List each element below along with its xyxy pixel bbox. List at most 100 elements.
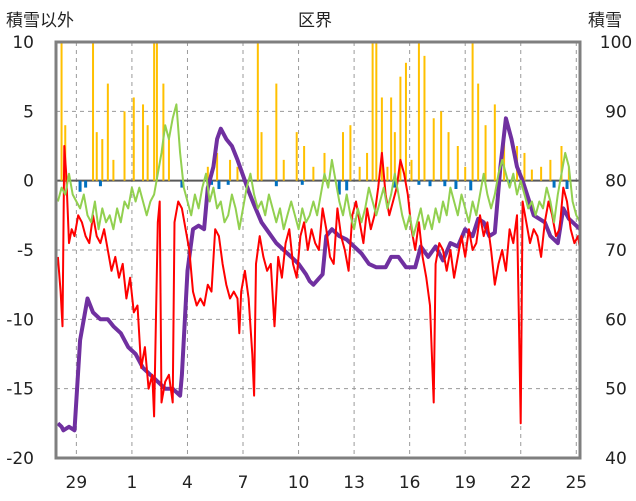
y-right-tick-label: 70 <box>605 241 627 261</box>
bar <box>142 104 145 181</box>
bar <box>132 97 135 181</box>
x-tick-label: 4 <box>182 473 193 493</box>
bar <box>60 42 63 181</box>
x-tick-label: 1 <box>127 473 138 493</box>
bar <box>432 118 435 181</box>
bar <box>303 146 306 181</box>
y-right-tick-label: 100 <box>600 33 632 53</box>
bar <box>323 152 326 181</box>
bar <box>371 42 374 181</box>
x-tick-label: 25 <box>565 473 587 493</box>
bar <box>337 180 341 195</box>
bar <box>84 180 88 188</box>
bar <box>146 125 149 181</box>
bar <box>236 166 239 181</box>
bar <box>98 180 102 187</box>
bar <box>560 146 563 181</box>
bar <box>341 132 344 181</box>
bar <box>229 159 232 181</box>
bar <box>210 180 214 185</box>
bar <box>440 111 443 181</box>
bar <box>216 152 219 181</box>
left-axis-title: 積雪以外 <box>6 11 74 31</box>
bar <box>206 166 209 181</box>
bar <box>552 180 556 188</box>
y-left-tick-label: -15 <box>6 380 34 400</box>
bar <box>549 159 552 181</box>
y-left-tick-label: 0 <box>23 172 34 192</box>
right-axis-title: 積雪 <box>588 11 622 31</box>
y-left-tick-label: -10 <box>6 310 34 330</box>
x-tick-label: 13 <box>343 473 365 493</box>
bar <box>477 83 480 181</box>
y-left-tick-label: 10 <box>12 33 34 53</box>
bar <box>464 166 467 181</box>
line-layer <box>56 103 582 433</box>
bar <box>447 132 450 181</box>
bar <box>417 42 420 181</box>
bar <box>540 166 543 181</box>
bar <box>312 166 315 181</box>
plot-frame <box>54 40 582 460</box>
y-left-tick-label: -5 <box>17 241 34 261</box>
bar <box>417 180 421 185</box>
bar <box>404 62 407 181</box>
bar <box>226 180 230 185</box>
bar <box>274 180 278 187</box>
bar <box>101 139 104 181</box>
bar <box>565 180 569 189</box>
bar <box>275 83 278 181</box>
bar <box>471 42 474 181</box>
bar <box>295 132 298 181</box>
bar <box>380 97 383 181</box>
bar <box>454 180 458 189</box>
x-tick-label: 19 <box>454 473 476 493</box>
bar <box>153 42 156 181</box>
bar <box>523 152 526 181</box>
bar <box>410 159 413 181</box>
x-tick-label: 10 <box>288 473 310 493</box>
bar <box>493 104 496 181</box>
chart-title: 区界 <box>298 11 332 31</box>
bar <box>260 132 263 181</box>
bar <box>180 180 184 188</box>
x-tick-label: 16 <box>399 473 421 493</box>
bar <box>393 132 396 181</box>
bar <box>428 180 432 187</box>
bar <box>469 180 473 191</box>
bar <box>282 159 285 181</box>
bar <box>217 180 221 189</box>
bar <box>349 125 352 181</box>
x-tick-label: 22 <box>510 473 532 493</box>
y-right-tick-label: 50 <box>605 380 627 400</box>
bar <box>375 42 378 181</box>
bar <box>456 146 459 181</box>
series-line <box>56 103 581 238</box>
bar <box>300 180 304 185</box>
bar <box>484 125 487 181</box>
y-left-tick-label: -20 <box>6 449 34 469</box>
bar <box>123 111 126 181</box>
bar <box>393 180 397 188</box>
y-right-tick-label: 90 <box>605 102 627 122</box>
y-right-tick-label: 60 <box>605 310 627 330</box>
bar <box>358 166 361 181</box>
bar <box>106 83 109 181</box>
bar <box>399 76 402 181</box>
y-right-tick-label: 40 <box>605 449 627 469</box>
bar <box>366 152 369 181</box>
y-right-tick-label: 80 <box>605 172 627 192</box>
bar <box>390 97 393 181</box>
bar <box>256 42 259 181</box>
bar <box>167 139 170 181</box>
y-left-tick-label: 5 <box>23 102 34 122</box>
bar <box>530 169 533 181</box>
bar <box>423 55 426 181</box>
x-tick-label: 7 <box>238 473 249 493</box>
bar <box>155 42 158 181</box>
bar-layer <box>60 42 570 195</box>
x-tick-label: 29 <box>66 473 88 493</box>
bar <box>78 180 82 192</box>
